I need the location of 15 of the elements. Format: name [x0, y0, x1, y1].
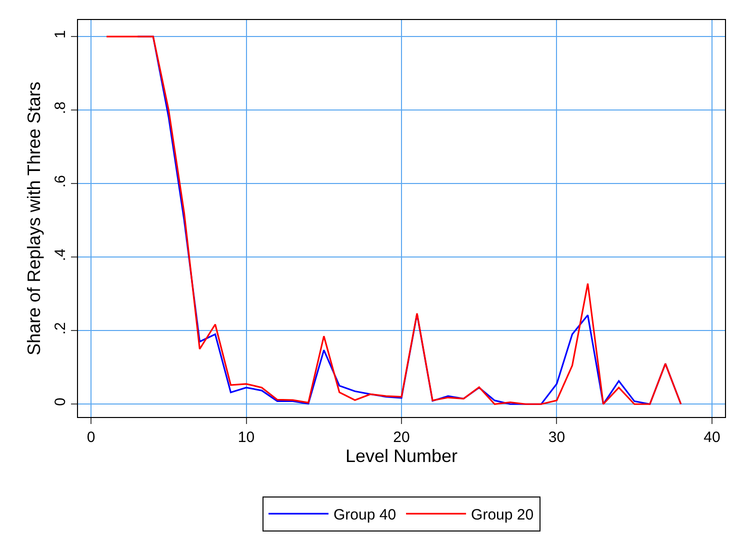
y-tick-label: 0	[52, 398, 69, 406]
x-tick-label: 30	[548, 429, 566, 446]
y-axis-title: Share of Replays with Three Stars	[24, 82, 44, 356]
legend-label: Group 40	[334, 506, 396, 524]
x-tick-label: 0	[86, 429, 96, 446]
x-tick-label: 40	[704, 429, 720, 446]
y-tick-label: 1	[52, 30, 69, 38]
y-tick-label: .4	[52, 248, 69, 262]
y-tick-label: .2	[52, 322, 69, 335]
y-tick-label: .8	[52, 102, 69, 114]
x-axis-title: Level Number	[345, 446, 458, 466]
x-tick-label: 10	[238, 429, 255, 446]
x-tick-label: 20	[393, 429, 410, 446]
legend-label: Group 20	[471, 506, 534, 524]
y-tick-label: .6	[52, 175, 69, 188]
